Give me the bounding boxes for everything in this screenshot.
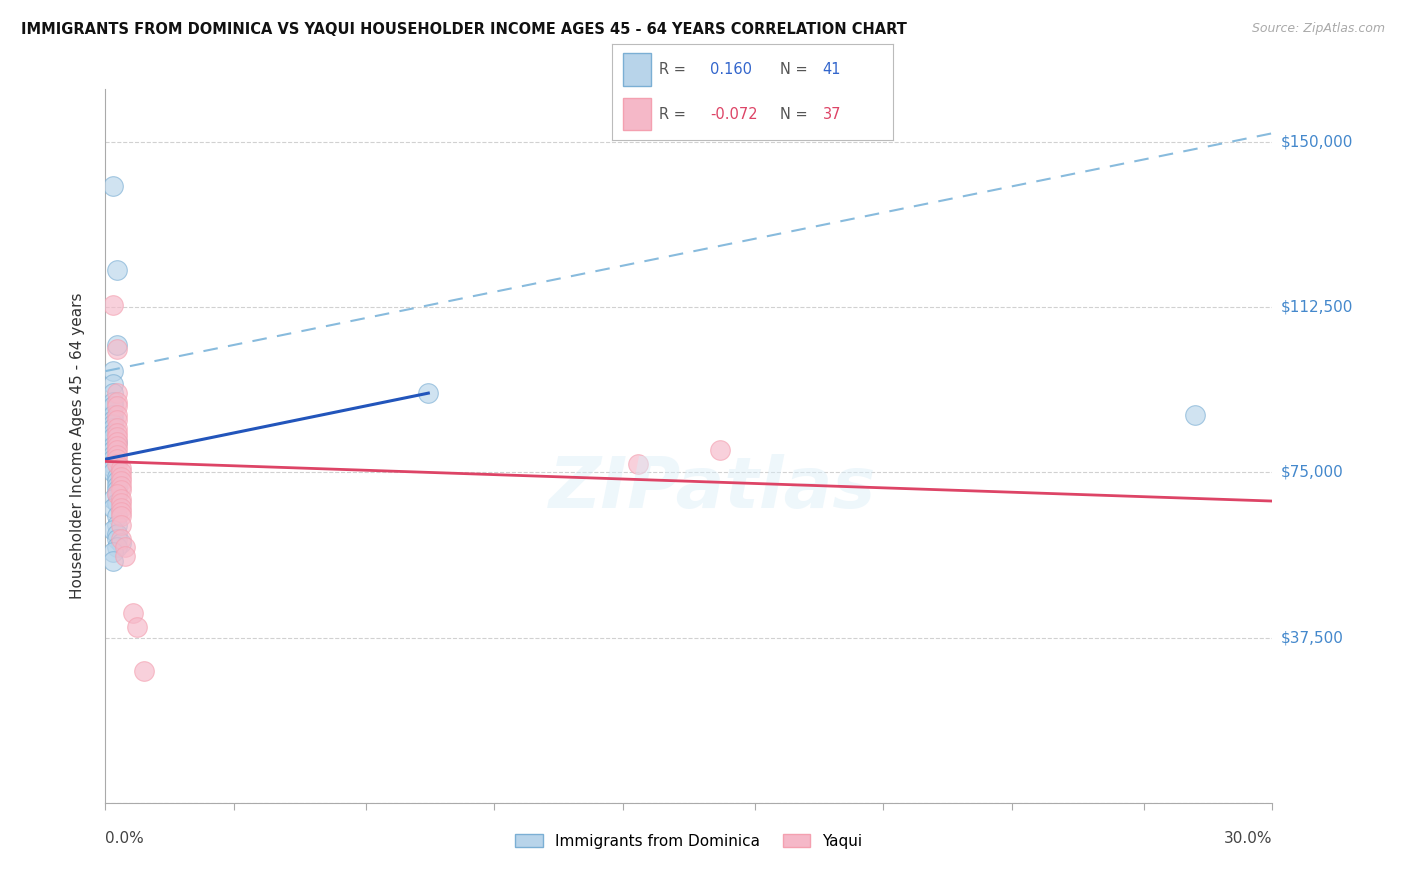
Point	[105, 425, 128, 440]
Point	[103, 430, 125, 444]
Point	[110, 500, 132, 515]
Point	[110, 536, 132, 550]
Point	[105, 475, 128, 489]
Point	[121, 607, 143, 621]
Point	[105, 434, 128, 449]
Text: 30.0%: 30.0%	[1225, 831, 1272, 847]
Point	[110, 491, 132, 506]
Point	[110, 532, 132, 546]
Point	[1184, 408, 1206, 422]
Text: N =: N =	[780, 62, 808, 78]
Point	[110, 466, 132, 480]
Point	[103, 461, 125, 475]
Text: R =: R =	[659, 106, 686, 121]
Point	[103, 364, 125, 378]
Point	[103, 443, 125, 458]
Point	[105, 395, 128, 409]
Point	[105, 452, 128, 467]
FancyBboxPatch shape	[623, 97, 651, 130]
Text: 41: 41	[823, 62, 841, 78]
Point	[105, 483, 128, 497]
Point	[105, 527, 128, 541]
Point	[103, 395, 125, 409]
Point	[709, 443, 731, 458]
Point	[103, 298, 125, 312]
Point	[110, 483, 132, 497]
Point	[105, 457, 128, 471]
Point	[103, 400, 125, 414]
Point	[125, 619, 148, 633]
Point	[103, 452, 125, 467]
Point	[103, 179, 125, 194]
Text: $112,500: $112,500	[1281, 300, 1353, 315]
Point	[103, 386, 125, 401]
Text: $75,000: $75,000	[1281, 465, 1344, 480]
Point	[105, 518, 128, 533]
Point	[103, 457, 125, 471]
Point	[418, 386, 440, 401]
Point	[114, 541, 136, 555]
Point	[105, 496, 128, 510]
Point	[105, 448, 128, 462]
Point	[105, 342, 128, 356]
Point	[110, 478, 132, 492]
Point	[105, 412, 128, 426]
Text: 0.160: 0.160	[710, 62, 752, 78]
Text: 0.0%: 0.0%	[105, 831, 145, 847]
Point	[103, 466, 125, 480]
Point	[110, 461, 132, 475]
Point	[110, 475, 132, 489]
Point	[105, 470, 128, 484]
Point	[105, 434, 128, 449]
Text: $150,000: $150,000	[1281, 135, 1353, 150]
Y-axis label: Householder Income Ages 45 - 64 years: Householder Income Ages 45 - 64 years	[70, 293, 84, 599]
Point	[105, 430, 128, 444]
Point	[105, 541, 128, 555]
Text: 37: 37	[823, 106, 841, 121]
Point	[134, 664, 156, 678]
Point	[110, 509, 132, 524]
Point	[110, 470, 132, 484]
Point	[103, 448, 125, 462]
Point	[105, 478, 128, 492]
Point	[105, 400, 128, 414]
Legend: Immigrants from Dominica, Yaqui: Immigrants from Dominica, Yaqui	[515, 834, 863, 848]
Point	[105, 262, 128, 277]
Text: -0.072: -0.072	[710, 106, 758, 121]
Point	[103, 500, 125, 515]
Point	[103, 412, 125, 426]
Text: Source: ZipAtlas.com: Source: ZipAtlas.com	[1251, 22, 1385, 36]
Point	[103, 421, 125, 435]
Point	[110, 518, 132, 533]
Point	[110, 505, 132, 519]
Text: R =: R =	[659, 62, 686, 78]
Point	[103, 491, 125, 506]
Point	[105, 487, 128, 501]
Text: N =: N =	[780, 106, 808, 121]
Text: $37,500: $37,500	[1281, 630, 1344, 645]
Point	[105, 408, 128, 422]
Point	[103, 377, 125, 392]
Point	[103, 408, 125, 422]
Text: IMMIGRANTS FROM DOMINICA VS YAQUI HOUSEHOLDER INCOME AGES 45 - 64 YEARS CORRELAT: IMMIGRANTS FROM DOMINICA VS YAQUI HOUSEH…	[21, 22, 907, 37]
Point	[105, 443, 128, 458]
FancyBboxPatch shape	[623, 54, 651, 87]
Point	[105, 439, 128, 453]
Point	[105, 421, 128, 435]
Point	[103, 439, 125, 453]
Point	[627, 457, 650, 471]
Point	[103, 425, 125, 440]
Point	[105, 487, 128, 501]
Point	[105, 386, 128, 401]
Point	[103, 553, 125, 567]
Text: ZIPatlas: ZIPatlas	[548, 454, 876, 524]
Point	[110, 496, 132, 510]
Point	[103, 545, 125, 559]
Point	[105, 337, 128, 351]
Point	[105, 532, 128, 546]
Point	[114, 549, 136, 563]
Point	[105, 509, 128, 524]
Point	[103, 523, 125, 537]
Point	[103, 417, 125, 431]
